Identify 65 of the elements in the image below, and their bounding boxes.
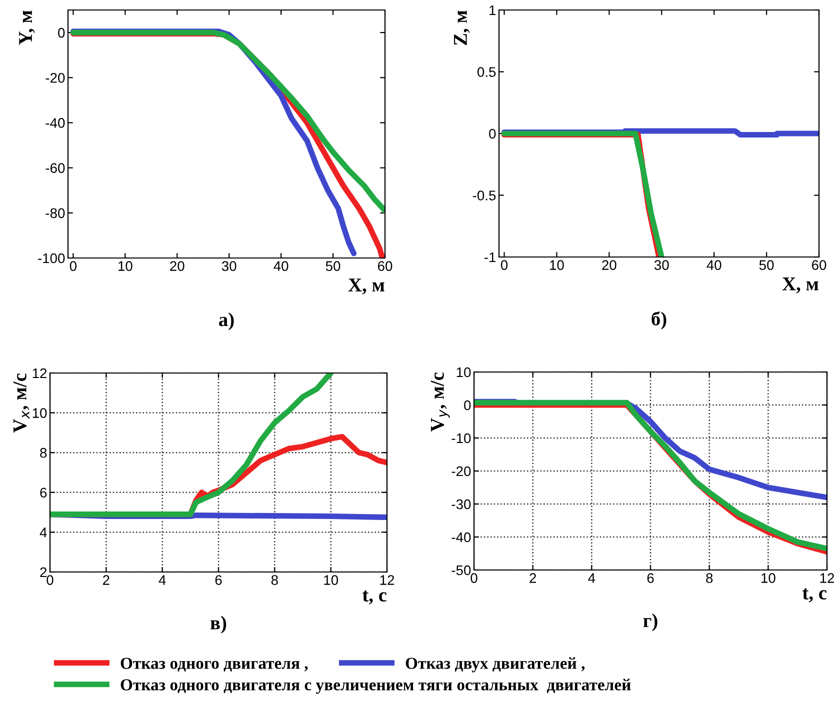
text: а) [219, 312, 234, 330]
y-tick-label: -1 [484, 252, 496, 262]
x-axis-title: t, с [362, 590, 387, 604]
y-tick-label: 0 [464, 400, 471, 410]
x-tick-label: 30 [222, 261, 236, 271]
x-axis-title: t, с [802, 588, 827, 602]
x-tick-label: 40 [274, 261, 288, 271]
text: б) [652, 311, 666, 330]
y-tick-label: 0.5 [477, 67, 496, 77]
legend-label: Отказ одного двигателя , [120, 658, 308, 672]
x-axis-title: X, м [348, 278, 384, 294]
y-tick-label: 12 [32, 368, 47, 378]
y-tick-label: -20 [46, 72, 65, 83]
y-tick-label: 10 [32, 408, 47, 418]
x-tick-label: 20 [602, 260, 616, 270]
x-tick-label: 60 [378, 261, 392, 271]
x-tick-label: 0 [500, 260, 508, 270]
y-tick-label: 10 [456, 367, 471, 378]
x-tick-label: 20 [170, 261, 184, 271]
text: в) [210, 616, 226, 634]
x-tick-label: 10 [118, 261, 132, 271]
x-axis-title: X, м [782, 278, 818, 294]
x-tick-label: 50 [326, 261, 340, 271]
x-tick-label: 10 [324, 575, 338, 585]
x-tick-label: 4 [588, 573, 596, 583]
y-tick-label: -50 [452, 565, 471, 576]
y-tick-label: -40 [46, 118, 65, 128]
y-axis-title: V$_{y}$, м/с [430, 372, 450, 432]
x-tick-label: 60 [812, 260, 826, 270]
y-tick-label: 4 [40, 528, 47, 538]
text: г) [643, 614, 658, 632]
legend-label: Отказ двух двигателей , [406, 657, 585, 672]
x-tick-label: 8 [706, 573, 713, 583]
y-tick-label: -20 [452, 466, 471, 476]
x-tick-label: 10 [550, 260, 564, 270]
y-tick-label: 0 [58, 28, 65, 38]
y-tick-label: -10 [452, 433, 471, 444]
x-tick-label: 8 [271, 575, 278, 585]
y-tick-label: -40 [452, 532, 471, 542]
x-tick-label: 2 [530, 573, 536, 583]
y-tick-label: 0 [489, 128, 496, 139]
y-tick-label: -0.5 [472, 190, 496, 200]
x-tick-label: 6 [647, 573, 654, 583]
x-tick-label: 4 [158, 575, 166, 585]
y-tick-label: 6 [40, 488, 47, 498]
x-tick-label: 12 [820, 573, 834, 583]
y-tick-label: -100 [38, 253, 65, 264]
x-tick-label: 40 [706, 260, 722, 270]
x-tick-label: 6 [215, 575, 222, 585]
y-axis-title: V$_{x}$, м/с [13, 374, 30, 433]
x-tick-label: 0 [70, 261, 77, 271]
y-tick-label: -80 [46, 208, 65, 218]
x-tick-label: 50 [759, 260, 774, 270]
y-tick-label: -60 [46, 163, 65, 173]
y-tick-label: 1 [490, 5, 496, 16]
x-tick-label: 0 [470, 573, 478, 583]
y-tick-label: -30 [452, 499, 471, 510]
x-tick-label: 10 [762, 573, 776, 583]
legend-label: Отказ одного двигателя с увеличением тяги остальных двигателей [120, 678, 631, 694]
x-tick-label: 30 [654, 260, 669, 270]
y-axis-title: Y, м [19, 10, 35, 45]
x-tick-label: 2 [103, 575, 110, 585]
y-tick-label: 8 [40, 448, 47, 458]
x-tick-label: 12 [380, 575, 394, 585]
y-axis-title: Z, м [454, 10, 470, 46]
